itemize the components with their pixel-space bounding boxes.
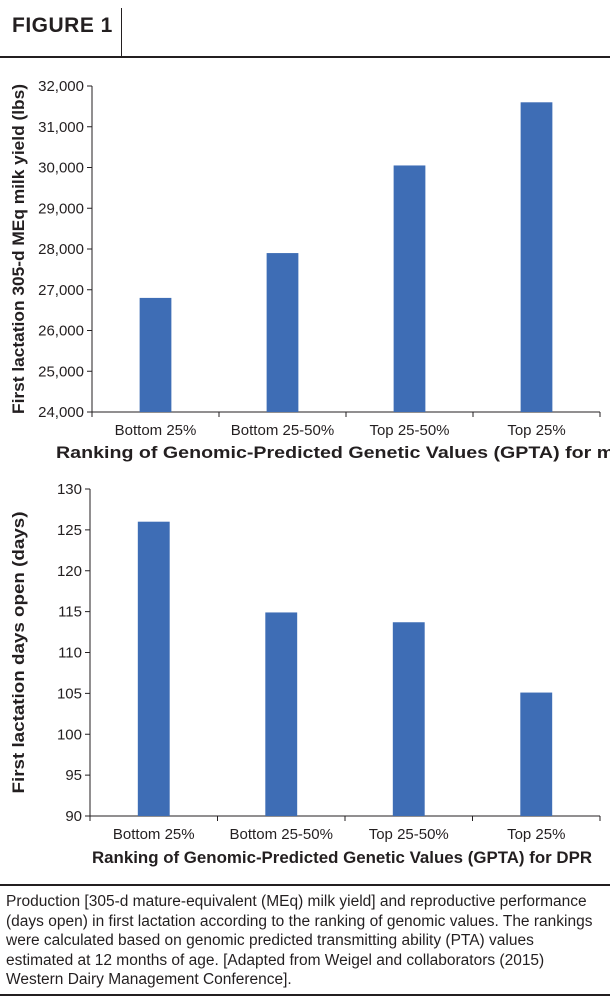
header-divider xyxy=(121,8,122,56)
y-tick-label: 125 xyxy=(57,522,82,539)
y-tick-label: 27,000 xyxy=(38,282,84,299)
figure-label: FIGURE 1 xyxy=(12,14,113,37)
x-axis-title: Ranking of Genomic-Predicted Genetic Val… xyxy=(92,848,592,867)
bar-3 xyxy=(393,165,426,412)
y-tick-label: 105 xyxy=(57,685,82,702)
bar-1 xyxy=(139,297,172,412)
y-tick-label: 110 xyxy=(58,645,82,662)
y-tick-label: 120 xyxy=(57,563,82,580)
y-tick-label: 32,000 xyxy=(38,78,84,95)
x-category-label: Bottom 25% xyxy=(113,826,195,843)
x-category-label: Bottom 25-50% xyxy=(231,422,334,439)
x-category-label: Top 25-50% xyxy=(369,826,449,843)
y-axis-title: First lactation 305-d MEq milk yield (lb… xyxy=(9,84,28,414)
y-tick-label: 30,000 xyxy=(38,160,84,177)
bar-4 xyxy=(520,692,553,816)
figure-caption: Production [305-d mature-equivalent (MEq… xyxy=(6,893,593,988)
y-tick-label: 25,000 xyxy=(38,363,84,380)
bar-1 xyxy=(137,521,170,816)
figure-header: FIGURE 1 xyxy=(0,0,610,58)
y-tick-label: 95 xyxy=(65,767,82,784)
bar-4 xyxy=(520,102,553,413)
y-tick-label: 100 xyxy=(57,726,82,743)
x-category-label: Top 25-50% xyxy=(369,422,449,439)
y-tick-label: 26,000 xyxy=(38,323,84,340)
y-tick-label: 130 xyxy=(57,481,82,498)
x-category-label: Bottom 25% xyxy=(115,422,197,439)
x-category-label: Top 25% xyxy=(507,422,565,439)
y-tick-label: 90 xyxy=(65,808,82,825)
x-category-label: Bottom 25-50% xyxy=(230,826,333,843)
caption-bottom-rule xyxy=(0,994,610,996)
bar-3 xyxy=(392,622,425,816)
y-tick-label: 115 xyxy=(58,604,82,621)
bar-2 xyxy=(266,253,299,412)
y-tick-label: 31,000 xyxy=(38,119,84,136)
caption-top-rule xyxy=(0,884,610,886)
milk-yield-bar-chart: 24,000 25,000 26,000 27,000 28,000 29,000 30,0… xyxy=(9,78,610,462)
y-tick-label: 28,000 xyxy=(38,241,84,258)
days-open-bar-chart: 90 95 100 105 110 115 120 125 130 Bottom 25% Botto… xyxy=(9,481,601,867)
y-tick-label: 29,000 xyxy=(38,200,84,217)
y-tick-label: 24,000 xyxy=(38,404,84,421)
x-category-label: Top 25% xyxy=(507,826,565,843)
x-axis-title: Ranking of Genomic-Predicted Genetic Val… xyxy=(56,443,610,462)
bar-2 xyxy=(265,612,298,816)
y-axis-title: First lactation days open (days) xyxy=(9,512,28,794)
